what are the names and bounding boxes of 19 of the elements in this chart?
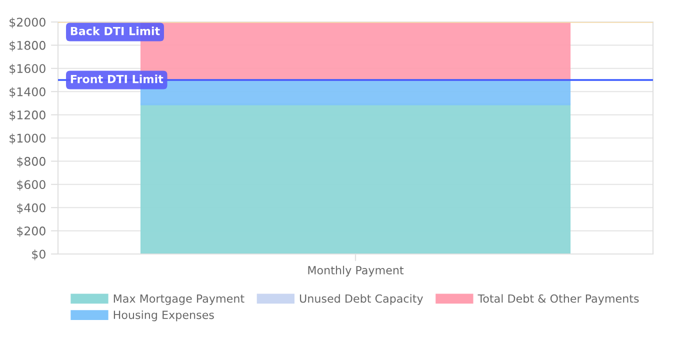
y-tick-label: $1000 bbox=[10, 134, 46, 144]
y-tick-label: $200 bbox=[17, 226, 46, 238]
y-tick-label: $1200 bbox=[10, 110, 46, 122]
y-tick-label: $2000 bbox=[10, 18, 46, 28]
y-tick-label: $1600 bbox=[10, 64, 46, 75]
y-tick-label: $1400 bbox=[10, 87, 46, 98]
ref-line-label: Front DTI Limit bbox=[70, 74, 164, 84]
y-tick-label: $1800 bbox=[10, 40, 46, 52]
y-tick-label: $400 bbox=[17, 203, 46, 214]
legend-label: Total Debt & Other Payments bbox=[478, 294, 639, 305]
legend-label: Housing Expenses bbox=[114, 310, 214, 322]
y-tick-label: $800 bbox=[17, 156, 46, 168]
x-tick-label: Monthly Payment bbox=[308, 266, 404, 277]
y-tick-label: $600 bbox=[17, 180, 46, 191]
y-tick-label: $0 bbox=[32, 250, 46, 260]
legend-label: Unused Debt Capacity bbox=[300, 294, 423, 305]
bar bbox=[140, 104, 571, 254]
legend-label: Max Mortgage Payment bbox=[114, 294, 244, 305]
ref-line-label: Back DTI Limit bbox=[70, 26, 160, 36]
